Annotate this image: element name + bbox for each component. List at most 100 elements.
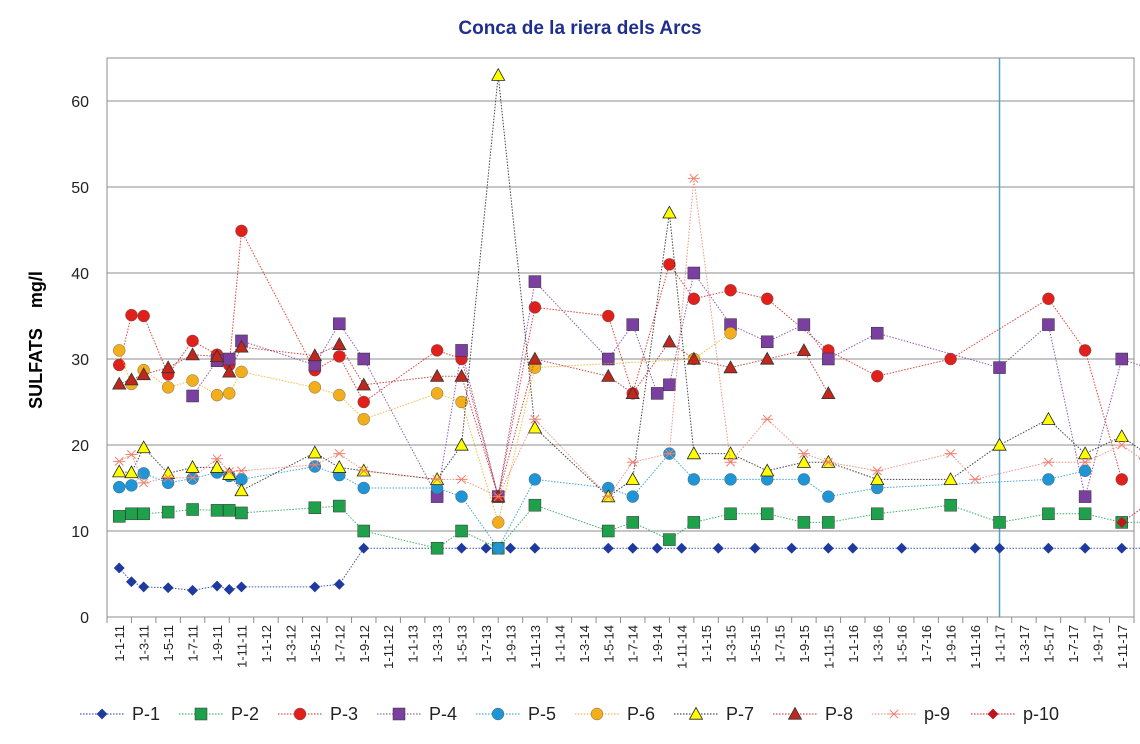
data-point xyxy=(822,490,835,503)
data-point xyxy=(822,516,835,529)
data-point xyxy=(797,516,811,529)
data-point xyxy=(223,584,235,595)
data-point xyxy=(528,275,542,288)
data-point xyxy=(662,205,677,219)
data-point xyxy=(797,473,811,486)
data-point xyxy=(662,334,677,348)
data-point xyxy=(112,464,127,478)
data-point xyxy=(430,387,444,400)
data-point xyxy=(333,449,346,459)
data-point xyxy=(796,343,812,357)
x-tick-label: 1-9-12 xyxy=(357,625,372,663)
x-tick-label: 1-9-16 xyxy=(944,625,959,663)
data-point xyxy=(1115,440,1128,450)
data-point xyxy=(113,456,126,466)
data-point xyxy=(185,347,200,361)
data-point xyxy=(455,395,468,409)
legend-label: P-3 xyxy=(330,704,358,724)
data-point xyxy=(1041,411,1056,425)
data-point xyxy=(724,457,737,467)
data-point xyxy=(113,562,125,574)
data-point xyxy=(186,389,199,403)
data-point xyxy=(663,533,676,546)
data-point xyxy=(723,360,738,374)
data-point xyxy=(602,492,615,502)
x-tick-label: 1-5-15 xyxy=(748,625,763,663)
data-point xyxy=(309,581,321,593)
data-point xyxy=(969,542,981,554)
data-point xyxy=(430,541,444,555)
data-point xyxy=(1116,516,1128,528)
data-point xyxy=(602,524,615,538)
data-point xyxy=(686,446,702,460)
series-line-p-9 xyxy=(118,178,1140,498)
data-point xyxy=(307,445,323,459)
series-line-p-7 xyxy=(119,75,1140,498)
grid-lines xyxy=(107,58,1134,617)
data-point xyxy=(625,386,640,400)
data-point xyxy=(1078,344,1092,357)
data-point xyxy=(333,317,346,330)
x-tick-label: 1-5-12 xyxy=(308,625,323,663)
data-point xyxy=(235,224,248,238)
data-point xyxy=(234,483,249,497)
x-tick-label: 1-9-13 xyxy=(503,625,518,663)
data-point xyxy=(480,542,492,554)
legend-item-p-10: p-10 xyxy=(971,704,1059,724)
data-point xyxy=(125,449,138,460)
x-tick-label: 1-1-14 xyxy=(552,625,567,663)
data-point xyxy=(162,473,175,483)
legend-item-p-5: P-5 xyxy=(476,704,556,724)
data-point xyxy=(113,344,126,357)
data-point xyxy=(1042,542,1054,554)
legend-label: P-5 xyxy=(528,704,556,724)
data-point xyxy=(333,388,346,402)
data-point xyxy=(492,542,505,555)
legend-label: P-4 xyxy=(429,704,457,724)
data-point xyxy=(308,460,321,470)
x-tick-label: 1-5-11 xyxy=(161,625,176,662)
data-point xyxy=(455,474,468,484)
data-point xyxy=(1042,507,1055,521)
data-point xyxy=(602,352,615,366)
data-point xyxy=(456,542,467,554)
x-tick-label: 1-9-15 xyxy=(797,625,812,663)
data-point xyxy=(222,466,237,480)
data-point xyxy=(333,578,345,590)
data-point xyxy=(308,501,322,515)
data-point xyxy=(454,368,469,382)
legend-item-p-3: P-3 xyxy=(278,704,358,724)
series-p-1 xyxy=(113,542,1140,596)
data-point xyxy=(724,284,737,297)
data-point xyxy=(601,368,616,382)
data-point xyxy=(358,542,370,554)
data-point xyxy=(161,505,175,519)
legend-item-p-7: P-7 xyxy=(674,704,754,724)
series-p-3 xyxy=(113,224,1128,503)
data-point xyxy=(333,350,346,363)
legend-item-p-9: p-9 xyxy=(872,704,950,724)
data-point xyxy=(430,344,444,357)
data-point xyxy=(505,542,516,554)
data-point xyxy=(944,449,957,459)
data-point xyxy=(113,358,126,372)
data-point xyxy=(187,584,199,596)
x-tick-label: 1-1-17 xyxy=(993,625,1008,663)
data-point xyxy=(626,318,639,331)
x-tick-label: 1-5-16 xyxy=(895,625,910,663)
data-point xyxy=(186,503,199,516)
data-point xyxy=(712,542,724,554)
data-point xyxy=(687,516,701,529)
legend-label: P-6 xyxy=(627,704,655,724)
data-point xyxy=(760,463,775,477)
legend-item-p-6: P-6 xyxy=(575,704,655,724)
data-point xyxy=(626,490,639,503)
data-point xyxy=(724,327,737,340)
y-axis-label: SULFATS mg/l xyxy=(26,271,46,409)
data-point xyxy=(602,542,614,554)
series-line-p-1 xyxy=(118,547,1140,591)
data-point xyxy=(527,351,543,365)
data-point xyxy=(944,498,957,512)
data-point xyxy=(761,414,774,424)
x-tick-label: 1-3-16 xyxy=(870,625,885,663)
